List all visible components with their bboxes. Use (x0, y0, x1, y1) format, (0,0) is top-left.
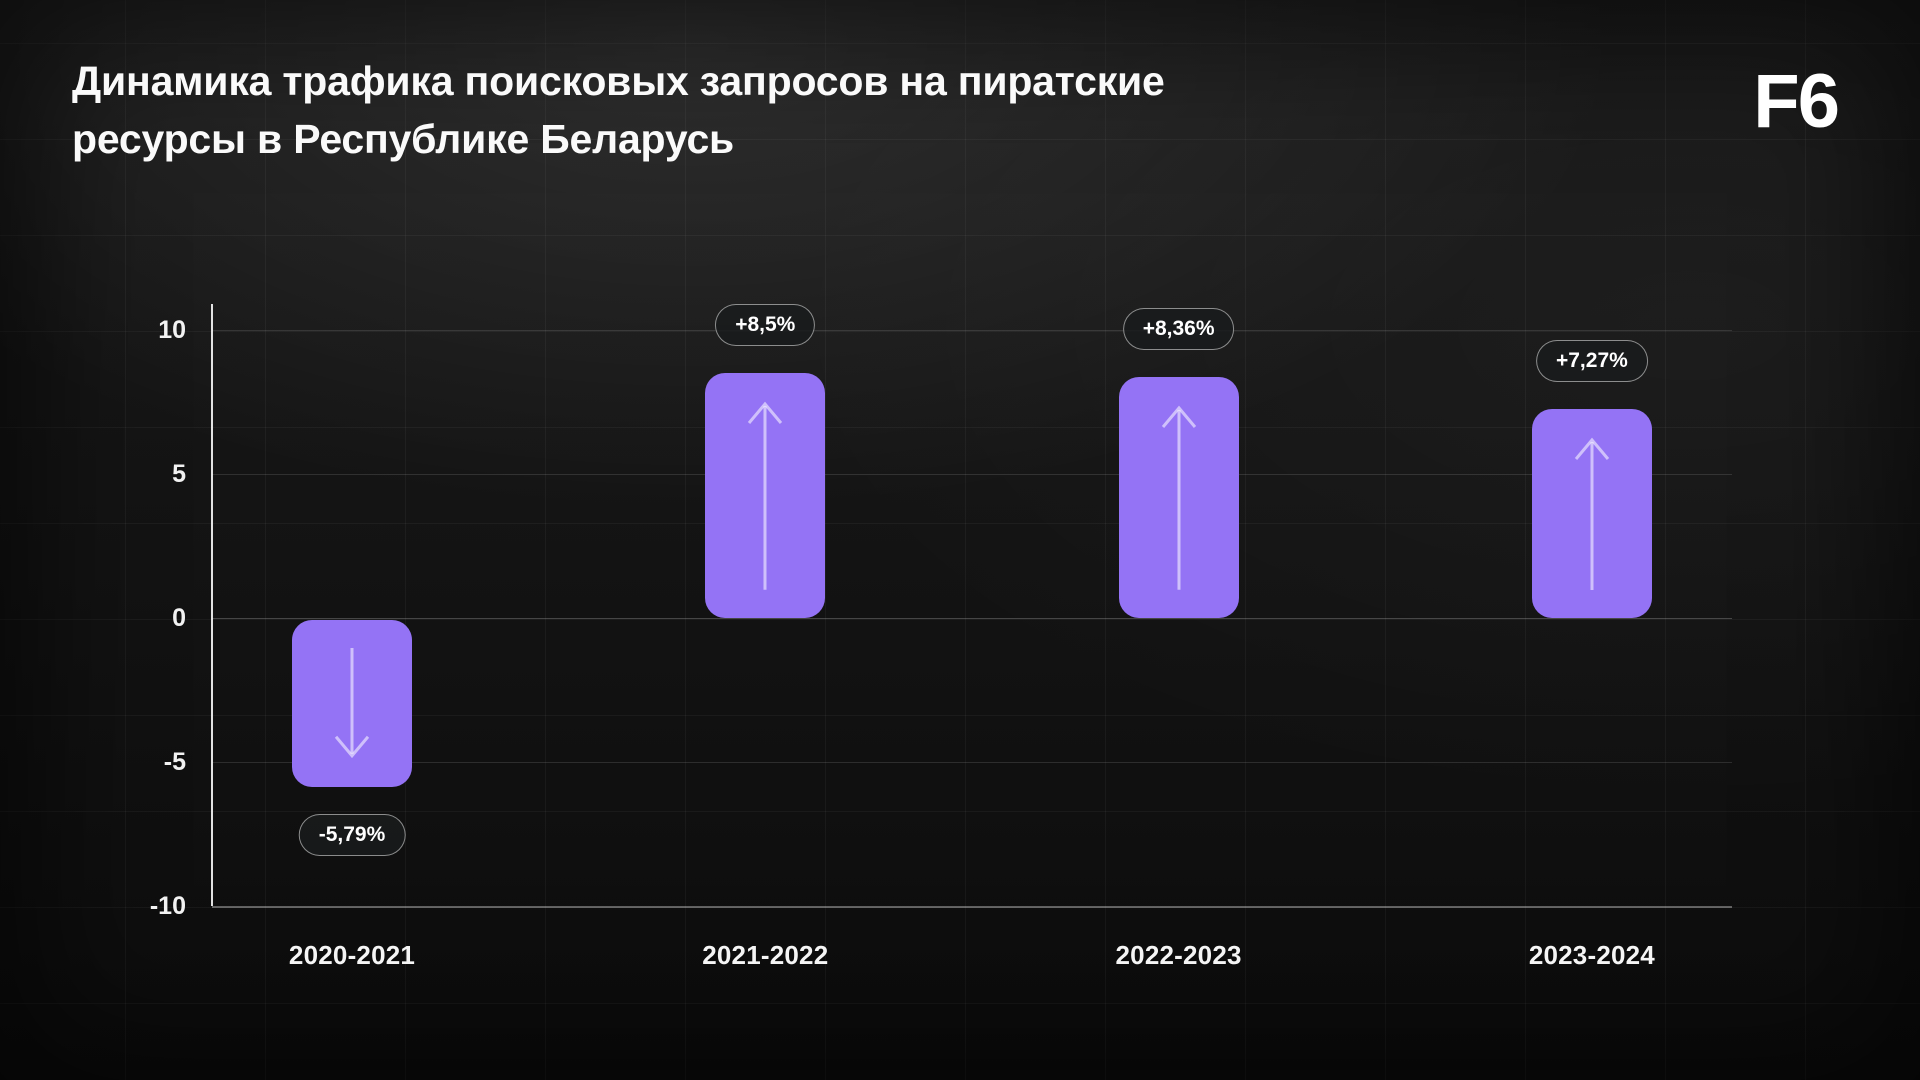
y-grid-line (212, 762, 1732, 763)
y-tick-label: 10 (158, 316, 186, 344)
page-title-line-2: ресурсы в Республике Беларусь (72, 116, 735, 162)
value-badge: +7,27% (1535, 339, 1648, 382)
y-grid-line (212, 330, 1732, 331)
y-axis-line (211, 304, 213, 906)
y-tick-label: -10 (149, 892, 186, 920)
f6-logo: F6 (1753, 59, 1840, 144)
y-tick-label: 0 (172, 604, 186, 632)
value-badge: +8,5% (715, 304, 816, 347)
arrow-up-icon (1574, 437, 1610, 590)
bar-2022-2023 (1118, 377, 1239, 618)
x-category-label: 2022-2023 (1115, 940, 1242, 970)
y-grid-line (212, 906, 1732, 908)
value-badge: +8,36% (1122, 308, 1235, 351)
bar-2021-2022 (705, 373, 826, 618)
value-badge: -5,79% (298, 813, 406, 856)
bar-2023-2024 (1531, 408, 1652, 618)
arrow-down-icon (334, 648, 370, 759)
arrow-up-icon (1161, 405, 1196, 590)
y-tick-label: 5 (172, 460, 186, 488)
arrow-up-icon (748, 401, 783, 590)
x-category-label: 2021-2022 (702, 940, 829, 970)
x-category-label: 2023-2024 (1528, 940, 1655, 970)
bar-2020-2021 (292, 620, 412, 787)
y-grid-line (212, 474, 1732, 475)
x-category-label: 2020-2021 (288, 940, 416, 970)
page-title: Динамика трафика поисковых запросов на п… (72, 52, 1212, 168)
y-tick-label: -5 (163, 748, 186, 776)
page-title-line-1: Динамика трафика поисковых запросов на п… (72, 58, 1165, 104)
y-grid-line (212, 618, 1732, 619)
